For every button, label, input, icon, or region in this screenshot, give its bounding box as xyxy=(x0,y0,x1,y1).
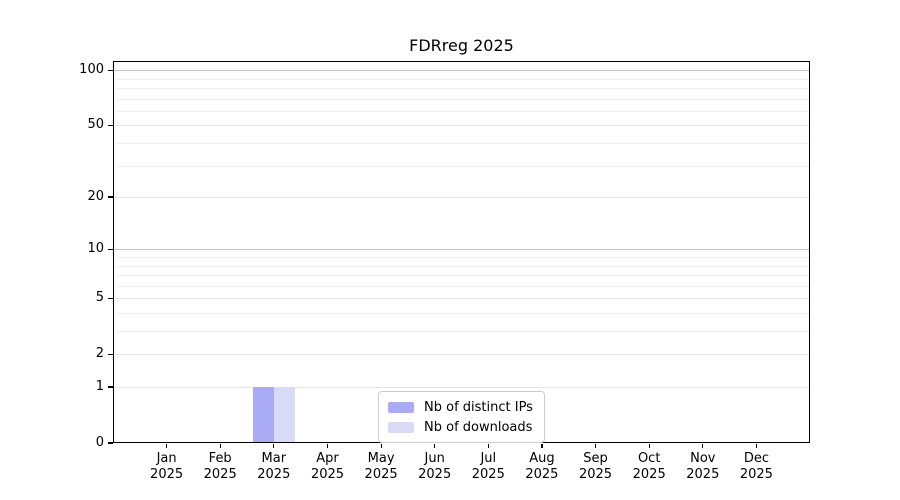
x-tick xyxy=(487,444,489,448)
y-tick xyxy=(108,196,113,198)
legend-label: Nb of downloads xyxy=(424,419,533,435)
minor-gridline xyxy=(113,110,810,112)
x-tick-year: 2025 xyxy=(686,467,720,482)
gridline xyxy=(113,387,810,388)
y-tick-label: 0 xyxy=(95,435,104,450)
x-tick xyxy=(648,444,650,448)
x-tick-year: 2025 xyxy=(150,467,184,482)
minor-gridline xyxy=(113,285,810,287)
x-tick xyxy=(594,444,597,448)
y-tick xyxy=(108,69,113,71)
x-tick xyxy=(702,444,704,448)
x-tick-label: Apr 2025 xyxy=(298,451,358,483)
x-tick-label: Sep 2025 xyxy=(566,451,626,483)
x-tick-month: Feb xyxy=(208,451,232,466)
x-tick-month: Mar xyxy=(261,451,287,466)
x-tick xyxy=(219,444,221,448)
minor-gridline xyxy=(113,98,810,100)
x-tick-year: 2025 xyxy=(739,467,773,482)
major-gridline xyxy=(113,70,810,72)
x-tick-year: 2025 xyxy=(632,467,666,482)
gridline xyxy=(113,125,810,127)
gridline xyxy=(113,354,810,356)
x-tick-label: Nov 2025 xyxy=(673,451,733,483)
x-tick-month: Dec xyxy=(743,451,769,466)
x-tick xyxy=(326,444,329,448)
x-tick-year: 2025 xyxy=(471,467,505,482)
bar-nb-of-downloads xyxy=(273,387,295,443)
x-tick xyxy=(434,444,436,448)
x-tick-label: Aug 2025 xyxy=(512,451,572,483)
x-tick-month: Oct xyxy=(637,451,661,466)
x-tick-month: Jan xyxy=(156,451,177,466)
x-tick-month: Apr xyxy=(316,451,339,466)
legend-swatch-icon xyxy=(388,421,414,433)
chart-title: FDRreg 2025 xyxy=(409,36,514,55)
y-tick xyxy=(108,442,113,444)
x-tick xyxy=(755,444,758,448)
x-tick-month: Nov xyxy=(690,451,716,466)
x-tick xyxy=(541,444,543,448)
y-tick-label: 2 xyxy=(95,346,104,362)
gridline xyxy=(113,298,810,300)
legend-swatch-icon xyxy=(388,401,414,413)
minor-gridline xyxy=(113,312,810,314)
y-tick-label: 50 xyxy=(87,117,104,133)
y-tick xyxy=(108,386,113,388)
bar-nb-of-distinct-ips xyxy=(252,387,274,443)
x-tick-label: Oct 2025 xyxy=(619,451,679,483)
x-tick xyxy=(166,444,168,448)
x-tick-year: 2025 xyxy=(418,467,452,482)
minor-gridline xyxy=(113,142,810,144)
y-tick xyxy=(108,297,113,299)
y-tick xyxy=(108,248,113,250)
x-tick-label: Jul 2025 xyxy=(458,451,518,483)
x-tick-label: May 2025 xyxy=(351,451,411,483)
x-tick-label: Jan 2025 xyxy=(137,451,197,483)
plot-area xyxy=(113,61,810,443)
minor-gridline xyxy=(113,275,810,276)
legend-item: Nb of downloads xyxy=(388,417,535,437)
x-tick-label: Dec 2025 xyxy=(726,451,786,483)
x-tick-month: Aug xyxy=(529,451,555,466)
x-tick-month: May xyxy=(367,451,395,466)
major-gridline xyxy=(113,249,810,251)
minor-gridline xyxy=(113,265,810,267)
y-tick-label: 20 xyxy=(87,189,104,204)
x-tick xyxy=(380,444,382,448)
x-tick-year: 2025 xyxy=(257,467,291,482)
x-tick-label: Jun 2025 xyxy=(405,451,465,483)
minor-gridline xyxy=(113,165,810,167)
legend-label: Nb of distinct IPs xyxy=(424,399,533,415)
x-tick xyxy=(273,444,275,448)
y-tick-label: 5 xyxy=(95,290,104,306)
y-tick xyxy=(108,353,113,355)
y-tick-label: 100 xyxy=(79,62,104,78)
gridline xyxy=(113,197,810,198)
minor-gridline xyxy=(113,78,810,80)
y-tick-label: 1 xyxy=(95,379,104,394)
minor-gridline xyxy=(113,87,810,89)
minor-gridline xyxy=(113,331,810,332)
x-tick-month: Jul xyxy=(480,451,497,466)
y-tick-label: 10 xyxy=(87,241,104,257)
x-tick-year: 2025 xyxy=(525,467,559,482)
x-tick-month: Sep xyxy=(583,451,608,466)
y-tick xyxy=(108,124,113,126)
legend: Nb of distinct IPs Nb of downloads xyxy=(378,391,545,443)
x-tick-year: 2025 xyxy=(203,467,237,482)
x-tick-year: 2025 xyxy=(310,467,345,482)
x-tick-year: 2025 xyxy=(578,467,613,482)
legend-item: Nb of distinct IPs xyxy=(388,397,535,417)
x-tick-label: Feb 2025 xyxy=(190,451,250,483)
x-tick-month: Jun xyxy=(424,451,445,466)
minor-gridline xyxy=(113,256,810,258)
x-tick-year: 2025 xyxy=(364,467,398,482)
x-tick-label: Mar 2025 xyxy=(244,451,304,483)
